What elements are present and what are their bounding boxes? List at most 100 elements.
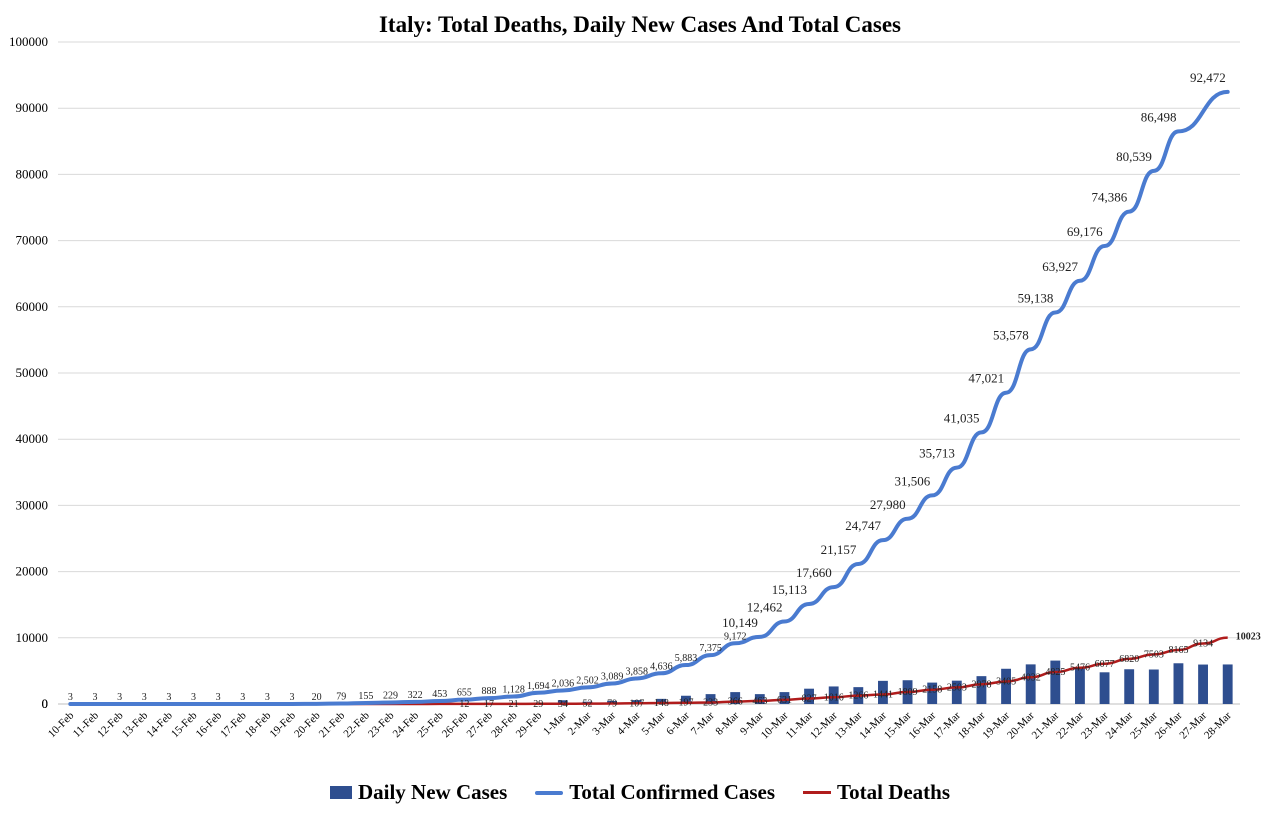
data-label-total-deaths: 1441 <box>873 689 893 700</box>
legend-item-total-confirmed: Total Confirmed Cases <box>535 780 775 805</box>
data-label-total-deaths: 366 <box>728 697 743 708</box>
data-label-total-confirmed: 453 <box>432 689 447 700</box>
data-label-total-deaths: 1016 <box>824 692 844 703</box>
data-label-total-confirmed: 229 <box>383 690 398 701</box>
data-label-total-deaths: 29 <box>533 699 543 710</box>
x-tick-label: 13-Feb <box>120 709 151 740</box>
y-tick-label: 50000 <box>16 365 49 380</box>
bar-daily-new-cases <box>828 686 839 704</box>
data-label-total-confirmed: 322 <box>408 690 423 701</box>
bar-daily-new-cases <box>1198 664 1208 704</box>
data-label-total-confirmed: 63,927 <box>1042 259 1078 274</box>
x-tick-label: 8-Mar <box>713 709 741 737</box>
x-tick-label: 6-Mar <box>664 709 692 737</box>
data-label-total-deaths: 107 <box>629 698 644 709</box>
bar-daily-new-cases <box>927 682 938 704</box>
data-label-total-confirmed: 21,157 <box>821 542 857 557</box>
data-label-total-deaths: 631 <box>777 695 792 706</box>
data-label-total-confirmed: 2,502 <box>576 675 599 686</box>
data-label-total-deaths: 197 <box>678 698 693 709</box>
data-label-total-confirmed: 1,694 <box>527 681 550 692</box>
data-label-total-confirmed: 155 <box>358 691 373 702</box>
bar-daily-new-cases <box>951 680 962 704</box>
data-label-total-confirmed: 5,883 <box>675 653 698 664</box>
gridlines <box>58 41 1240 705</box>
chart-title: Italy: Total Deaths, Daily New Cases And… <box>378 12 902 37</box>
bar-daily-new-cases <box>1173 663 1184 704</box>
data-label-total-confirmed: 3 <box>265 692 270 703</box>
x-tick-label: 16-Feb <box>194 709 225 740</box>
x-tick-label: 15-Feb <box>169 709 200 740</box>
data-label-total-confirmed: 2,036 <box>552 679 575 690</box>
data-label-total-confirmed: 74,386 <box>1091 190 1127 205</box>
data-label-total-deaths: 8165 <box>1168 645 1188 656</box>
x-tick-label: 10-Feb <box>46 709 77 740</box>
data-label-total-confirmed: 15,113 <box>772 582 807 597</box>
y-tick-label: 20000 <box>16 564 49 579</box>
data-label-total-confirmed: 3 <box>240 692 245 703</box>
legend-swatch-red-line <box>803 791 832 794</box>
data-label-total-confirmed: 80,539 <box>1116 149 1152 164</box>
data-label-total-confirmed: 3,858 <box>625 666 648 677</box>
x-tick-label: 1-Mar <box>541 709 569 737</box>
x-tick-label: 28-Feb <box>489 709 520 740</box>
y-tick-label: 100000 <box>9 34 48 49</box>
bar-daily-new-cases <box>1099 672 1110 704</box>
data-label-total-deaths: 12 <box>459 699 469 710</box>
data-label-total-confirmed: 3 <box>117 692 122 703</box>
data-labels: 0 3 3 3 3 3 3 3 3 3 3 20 79 155 229 322 453 655 888 1,128 1,… <box>42 70 1261 711</box>
bar-daily-new-cases <box>1050 660 1061 704</box>
x-tick-label: 26-Feb <box>440 709 471 740</box>
bar-daily-new-cases <box>754 694 765 704</box>
data-label-total-deaths: 6820 <box>1119 654 1139 665</box>
data-label-total-confirmed: 79 <box>336 691 346 702</box>
legend-label-total-confirmed: Total Confirmed Cases <box>569 780 776 804</box>
y-tick-label: 70000 <box>16 233 49 248</box>
data-label-total-confirmed: 3 <box>92 692 97 703</box>
bar-daily-new-cases <box>779 692 790 704</box>
bar-daily-new-cases <box>705 694 716 704</box>
data-label-total-confirmed: 655 <box>457 688 472 699</box>
x-tick-label: 23-Feb <box>366 709 397 740</box>
data-label-total-confirmed: 4,636 <box>650 661 673 672</box>
data-label-total-confirmed: 3 <box>142 692 147 703</box>
x-tick-label: 4-Mar <box>615 709 643 737</box>
series-lines <box>68 89 1230 706</box>
data-label-total-deaths: 6077 <box>1095 659 1115 670</box>
bar-daily-new-cases <box>1148 669 1159 704</box>
bar-daily-new-cases <box>681 695 691 704</box>
data-label-total-deaths: 21 <box>509 699 519 710</box>
data-label-total-confirmed: 92,472 <box>1190 70 1226 85</box>
data-label-total-deaths: 52 <box>582 699 592 710</box>
data-label-total-deaths: 1809 <box>898 687 918 698</box>
legend: Daily New Cases Total Confirmed Cases To… <box>0 780 1280 805</box>
legend-label-daily-new-cases: Daily New Cases <box>357 780 508 804</box>
data-label-total-deaths: 148 <box>654 698 669 709</box>
data-label-total-deaths: 827 <box>802 694 817 705</box>
bar-daily-new-cases <box>878 680 888 704</box>
x-tick-label: 17-Feb <box>218 709 249 740</box>
data-label-total-confirmed: 69,176 <box>1067 224 1103 239</box>
x-tick-label: 18-Feb <box>243 709 274 740</box>
data-label-total-deaths: 233 <box>703 697 718 708</box>
x-tick-label: 21-Feb <box>317 709 348 740</box>
data-label-total-deaths: 9134 <box>1193 639 1213 650</box>
data-label-total-confirmed: 31,506 <box>894 473 930 488</box>
x-tick-label: 25-Feb <box>415 709 446 740</box>
data-label-total-deaths: 4825 <box>1045 667 1065 678</box>
data-label-total-deaths: 7503 <box>1144 649 1164 660</box>
x-tick-label: 20-Feb <box>292 709 323 740</box>
data-label-total-deaths: 4032 <box>1021 672 1041 683</box>
bar-daily-new-cases <box>557 700 568 704</box>
bar-daily-new-cases <box>1124 669 1135 704</box>
y-tick-label: 90000 <box>16 100 49 115</box>
data-label-total-confirmed: 27,980 <box>870 497 906 512</box>
y-tick-label: 60000 <box>16 299 49 314</box>
y-tick-label: 40000 <box>16 431 49 446</box>
x-tick-label: 12-Feb <box>95 709 126 740</box>
data-label-total-confirmed: 17,660 <box>796 565 832 580</box>
x-tick-label: 10-Mar <box>759 709 791 741</box>
y-tick-label: 0 <box>42 696 49 711</box>
line-total-confirmed-cases <box>68 89 1230 706</box>
